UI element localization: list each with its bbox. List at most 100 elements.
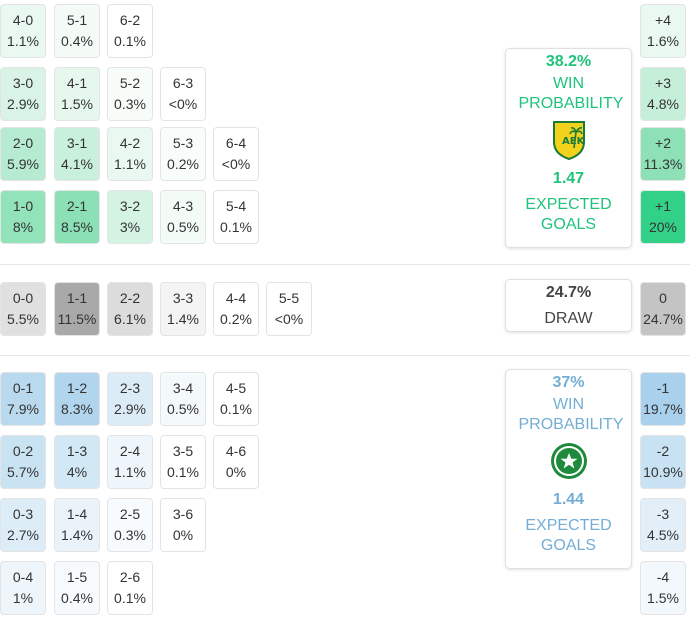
cell-label: 5-2 [119,75,141,91]
score-cell: 3-0 2.9% [0,67,46,121]
draw-probability: 24.7% [545,283,592,301]
away-win-probability: 37% [552,374,585,391]
cell-label: 6-2 [119,12,141,28]
margin-cell: -3 4.5% [640,498,686,552]
cell-probability: 2.9% [114,401,146,417]
cell-label: 3-2 [119,198,141,214]
cell-probability: 2.9% [7,96,39,112]
cell-label: +4 [655,12,671,28]
cell-probability: 1.1% [114,156,146,172]
score-cell: 5-1 0.4% [54,4,100,58]
score-cell: 2-4 1.1% [107,435,153,489]
cell-label: -4 [656,569,670,585]
cell-probability: 5.7% [7,464,39,480]
cell-label: 3-5 [172,443,194,459]
cell-label: 1-4 [66,506,88,522]
margin-cell: +2 11.3% [640,127,686,181]
score-cell: 0-4 1% [0,561,46,615]
score-cell: 4-1 1.5% [54,67,100,121]
score-cell: 3-6 0% [160,498,206,552]
score-cell: 1-2 8.3% [54,372,100,426]
aek-larnaca-badge-icon: ΑΕΚ [552,120,586,165]
cell-label: 6-3 [172,75,194,91]
cell-label: 0-0 [12,290,34,306]
score-cell: 1-3 4% [54,435,100,489]
cell-label: 2-2 [119,290,141,306]
cell-label: 2-5 [119,506,141,522]
cell-label: 1-0 [12,198,34,214]
cell-probability: 4.5% [647,527,679,543]
score-cell: 2-5 0.3% [107,498,153,552]
score-cell: 2-6 0.1% [107,561,153,615]
cell-probability: 1.5% [61,96,93,112]
cell-label: 5-3 [172,135,194,151]
cell-label: -2 [656,443,670,459]
cell-label: 1-2 [66,380,88,396]
cell-label: 4-0 [12,12,34,28]
score-cell: 4-2 1.1% [107,127,153,181]
score-cell: 2-0 5.9% [0,127,46,181]
cell-label: 1-1 [66,290,88,306]
cell-label: 0 [659,290,667,306]
cell-label: 3-0 [12,75,34,91]
score-cell: 5-5 <0% [266,282,312,336]
score-cell: 6-3 <0% [160,67,206,121]
cell-probability: 0% [225,464,247,480]
cell-probability: 24.7% [643,311,683,327]
score-cell: 5-4 0.1% [213,190,259,244]
home-expected-goals: 1.47 [552,170,585,187]
score-cell: 1-5 0.4% [54,561,100,615]
cell-probability: 0.1% [220,219,252,235]
cell-label: 2-0 [12,135,34,151]
cell-label: 0-2 [12,443,34,459]
score-cell: 3-3 1.4% [160,282,206,336]
cell-label: 3-1 [66,135,88,151]
score-cell: 0-3 2.7% [0,498,46,552]
score-cell: 5-2 0.3% [107,67,153,121]
draw-label: DRAW [544,309,593,327]
cell-label: 4-2 [119,135,141,151]
margin-cell: 0 24.7% [640,282,686,336]
home-win-probability: 38.2% [545,53,592,70]
cell-probability: 0.5% [167,401,199,417]
cell-probability: 11.3% [643,156,683,172]
cell-probability: 8% [12,219,34,235]
score-cell: 3-5 0.1% [160,435,206,489]
cell-probability: 0.5% [167,219,199,235]
cell-label: 0-1 [12,380,34,396]
cell-probability: 10.9% [643,464,683,480]
cell-label: 2-6 [119,569,141,585]
divider-top [0,264,690,265]
score-cell: 0-2 5.7% [0,435,46,489]
cell-probability: 0.1% [114,590,146,606]
cell-probability: 1.5% [647,590,679,606]
margin-cell: +3 4.8% [640,67,686,121]
cell-probability: 1.4% [167,311,199,327]
away-xg-label: EXPECTED GOALS [525,517,612,554]
cell-label: 2-1 [66,198,88,214]
score-cell: 4-4 0.2% [213,282,259,336]
cell-label: -3 [656,506,670,522]
divider-bottom [0,355,690,356]
away-expected-goals: 1.44 [552,491,585,508]
away-win-label: WIN PROBABILITY [518,396,624,433]
cell-label: 2-4 [119,443,141,459]
cell-probability: 1.1% [7,33,39,49]
cell-label: 0-4 [12,569,34,585]
cell-probability: <0% [274,311,304,327]
score-cell: 0-1 7.9% [0,372,46,426]
home-win-card: 38.2% WIN PROBABILITY ΑΕΚ 1.47 EXPECTED … [505,48,632,248]
cell-label: +3 [655,75,671,91]
cell-probability: 0.3% [114,527,146,543]
cell-probability: 8.5% [61,219,93,235]
cell-probability: 7.9% [7,401,39,417]
score-cell: 2-2 6.1% [107,282,153,336]
margin-cell: +4 1.6% [640,4,686,58]
cell-label: +1 [655,198,671,214]
score-cell: 4-5 0.1% [213,372,259,426]
cell-probability: 8.3% [61,401,93,417]
cell-label: 4-1 [66,75,88,91]
cell-probability: <0% [221,156,251,172]
cell-probability: 5.9% [7,156,39,172]
cell-probability: 1.6% [647,33,679,49]
